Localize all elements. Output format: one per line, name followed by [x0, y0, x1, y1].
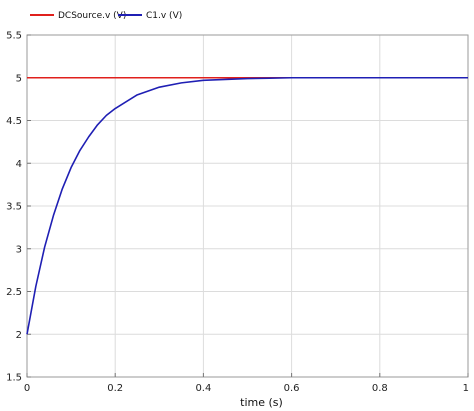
- x-axis: 0 0.2 0.4 0.6 0.8 1: [24, 373, 469, 394]
- x-tick-label: 0.8: [372, 383, 388, 394]
- y-tick-label: 4.5: [6, 116, 22, 127]
- legend: DCSource.v (V) C1.v (V): [30, 11, 182, 21]
- y-axis: 1.5 2 2.5 3 3.5 4 4.5 5 5.5: [6, 31, 31, 384]
- legend-label: DCSource.v (V): [58, 11, 126, 21]
- y-tick-label: 3: [16, 244, 22, 255]
- x-tick-label: 0.4: [195, 383, 211, 394]
- series-layer: [26, 76, 468, 335]
- y-tick-label: 2: [16, 330, 22, 341]
- legend-label: C1.v (V): [146, 11, 182, 21]
- y-tick-label: 4: [16, 159, 22, 170]
- grid: [26, 34, 469, 378]
- series-line-1: [26, 76, 468, 335]
- y-tick-label: 3.5: [6, 202, 22, 213]
- y-tick-label: 1.5: [6, 373, 22, 384]
- y-tick-label: 5: [16, 73, 22, 84]
- x-tick-label: 0.6: [284, 383, 300, 394]
- x-tick-label: 1: [463, 383, 469, 394]
- y-tick-label: 5.5: [6, 31, 22, 42]
- x-tick-label: 0.2: [107, 383, 123, 394]
- x-tick-label: 0: [24, 383, 30, 394]
- x-axis-title: time (s): [240, 396, 283, 409]
- y-tick-label: 2.5: [6, 287, 22, 298]
